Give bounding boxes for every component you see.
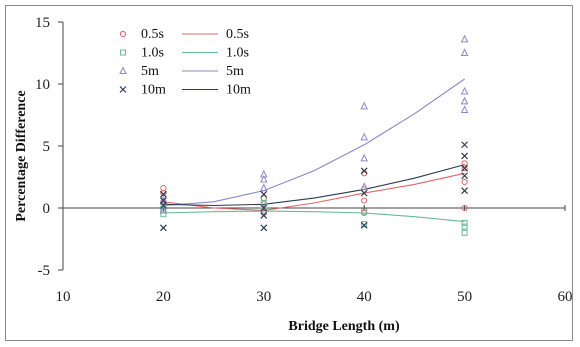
data-point-5m	[259, 183, 268, 192]
data-point-5m	[460, 48, 469, 56]
data-point-10m	[260, 212, 268, 219]
legend-marker-5m	[119, 66, 127, 74]
data-point-10m	[159, 224, 167, 232]
legend-label-10m: 10m	[141, 83, 166, 98]
x-tick-label: 50	[457, 289, 472, 305]
legend-label-5m: 5m	[141, 64, 159, 79]
legend-trend-label-1.0s: 1.0s	[226, 46, 249, 61]
data-point-1.0s	[461, 219, 468, 226]
data-point-5m	[159, 195, 168, 204]
data-point-0.5s	[160, 190, 167, 197]
data-point-5m	[460, 34, 469, 43]
legend-label-0.5s: 0.5s	[141, 27, 164, 42]
data-point-10m	[461, 164, 469, 172]
y-tick-label: 5	[43, 139, 51, 155]
legend-marker-10m	[119, 86, 127, 93]
data-point-1.0s	[260, 200, 267, 207]
data-point-5m	[360, 101, 369, 110]
x-tick-label: 30	[256, 289, 271, 305]
data-point-5m	[360, 182, 369, 190]
data-point-10m	[461, 172, 469, 180]
legend-marker-0.5s	[119, 30, 127, 38]
data-point-1.0s	[461, 229, 468, 236]
data-point-1.0s	[461, 223, 468, 230]
data-point-1.0s	[160, 211, 167, 218]
x-tick-label: 20	[156, 289, 171, 305]
legend-label-1.0s: 1.0s	[141, 46, 164, 61]
data-point-5m	[460, 86, 469, 95]
data-point-10m	[159, 197, 167, 204]
data-point-0.5s	[160, 185, 167, 192]
data-point-10m	[260, 190, 268, 198]
data-point-10m	[159, 202, 167, 209]
data-point-0.5s	[361, 197, 368, 204]
trend-line-10m	[163, 164, 465, 207]
data-point-0.5s	[461, 204, 468, 212]
data-point-5m	[360, 153, 369, 162]
data-points	[159, 34, 469, 236]
data-point-10m	[159, 190, 167, 198]
data-point-10m	[461, 152, 469, 160]
trend-line-1.0s	[163, 210, 465, 223]
trend-line-5m	[163, 78, 465, 207]
y-axis-label: Percentage Difference	[14, 90, 29, 221]
data-point-0.5s	[461, 178, 468, 186]
data-point-10m	[260, 224, 268, 232]
data-point-10m	[461, 187, 469, 195]
data-point-5m	[159, 205, 168, 214]
legend: 0.5s 0.5s 1.0s 1.0s 5m 5m 10m 10m	[119, 27, 251, 98]
data-point-5m	[259, 174, 268, 183]
x-axis-label: Bridge Length (m)	[288, 319, 400, 334]
y-tick-label: -5	[38, 263, 51, 279]
legend-trend-label-5m: 5m	[226, 64, 244, 79]
axes	[58, 21, 566, 271]
x-tick-label: 60	[558, 289, 573, 305]
trend-lines	[163, 78, 465, 223]
data-point-5m	[460, 105, 469, 114]
data-point-1.0s	[361, 208, 368, 215]
tick-labels: -5 0 5 10 15 10 20 30 40 50 60	[35, 15, 573, 305]
y-tick-label: 10	[35, 77, 50, 93]
data-point-10m	[360, 189, 368, 197]
x-tick-label: 10	[56, 289, 71, 305]
data-point-5m	[460, 96, 469, 105]
x-tick-label: 40	[357, 289, 372, 305]
legend-marker-1.0s	[120, 49, 126, 56]
data-point-10m	[360, 221, 368, 229]
y-tick-label: 0	[43, 201, 51, 217]
legend-trend-label-10m: 10m	[226, 83, 251, 98]
trend-line-0.5s	[163, 172, 465, 212]
data-point-10m	[360, 167, 368, 175]
data-point-10m	[260, 204, 268, 212]
y-tick-label: 15	[35, 15, 50, 31]
chart-frame	[5, 5, 573, 341]
data-point-5m	[360, 132, 369, 141]
data-point-10m	[461, 141, 469, 149]
legend-trend-label-0.5s: 0.5s	[226, 27, 249, 42]
data-point-1.0s	[361, 221, 368, 228]
data-point-0.5s	[461, 160, 468, 167]
